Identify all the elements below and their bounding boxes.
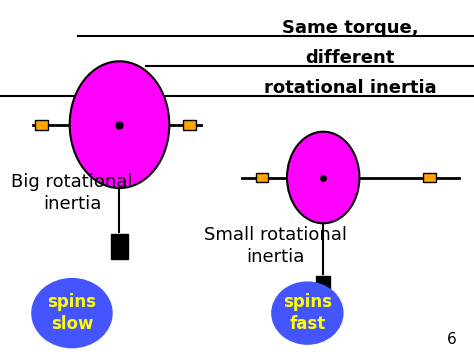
Text: rotational inertia: rotational inertia bbox=[264, 79, 437, 97]
Text: Big rotational
inertia: Big rotational inertia bbox=[11, 173, 133, 213]
Ellipse shape bbox=[31, 278, 113, 348]
Ellipse shape bbox=[271, 282, 344, 345]
Ellipse shape bbox=[287, 132, 359, 223]
Bar bbox=[183, 120, 196, 130]
Bar bbox=[256, 173, 268, 182]
Bar bbox=[111, 234, 128, 258]
Bar bbox=[423, 173, 436, 182]
Ellipse shape bbox=[70, 61, 169, 188]
Bar bbox=[317, 276, 330, 296]
Text: Same torque,: Same torque, bbox=[282, 19, 419, 37]
Text: 6: 6 bbox=[447, 332, 457, 346]
Text: spins
slow: spins slow bbox=[47, 293, 96, 333]
Text: Small rotational
inertia: Small rotational inertia bbox=[204, 226, 347, 266]
Bar bbox=[35, 120, 48, 130]
Text: spins
fast: spins fast bbox=[283, 293, 332, 333]
Text: different: different bbox=[306, 49, 395, 67]
